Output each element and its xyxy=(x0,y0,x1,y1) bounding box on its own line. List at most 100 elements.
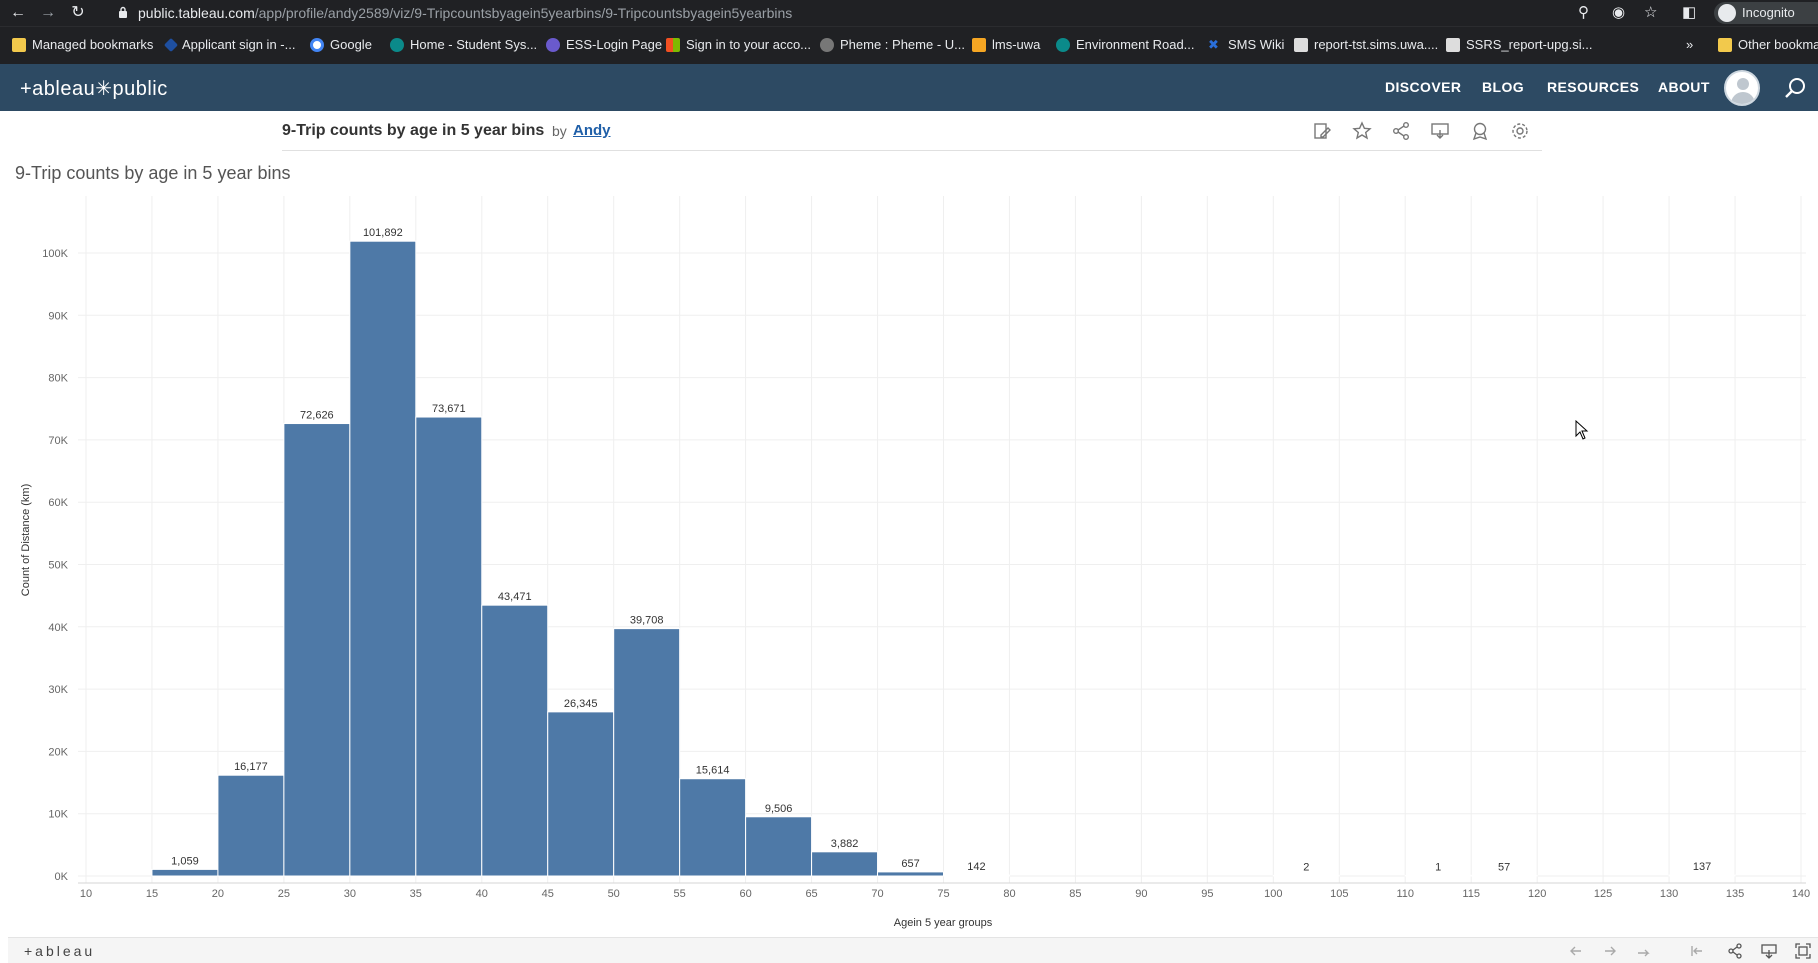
bookmark-student-sys[interactable]: Home - Student Sys... xyxy=(390,37,537,52)
badge-icon[interactable] xyxy=(1470,121,1490,141)
bar[interactable] xyxy=(1404,874,1472,877)
lock-icon[interactable] xyxy=(118,6,128,18)
bar[interactable] xyxy=(481,604,549,877)
bar[interactable] xyxy=(1272,874,1340,877)
x-tick-label: 60 xyxy=(739,888,751,900)
bar[interactable] xyxy=(283,423,351,877)
tableau-bottom-toolbar: +ableau xyxy=(8,937,1818,963)
bar-data-label: 1,059 xyxy=(171,855,199,867)
bar[interactable] xyxy=(877,871,944,877)
bookmark-lms[interactable]: lms-uwa xyxy=(972,37,1040,52)
nav-blog[interactable]: BLOG xyxy=(1482,79,1525,95)
edit-icon[interactable] xyxy=(1312,121,1332,141)
diamond-icon xyxy=(163,37,179,52)
side-panel-icon[interactable]: ◧ xyxy=(1682,4,1697,21)
bookmarks-overflow[interactable]: » xyxy=(1686,37,1694,52)
bookmark-ess[interactable]: ESS-Login Page xyxy=(546,37,662,52)
bookmark-applicant[interactable]: Applicant sign in -... xyxy=(163,37,295,52)
x-tick-label: 90 xyxy=(1135,888,1147,900)
nav-about[interactable]: ABOUT xyxy=(1658,79,1710,95)
viz-by-label: by xyxy=(552,123,567,139)
star-icon[interactable] xyxy=(1352,121,1372,141)
report-icon xyxy=(1294,37,1308,52)
bar[interactable] xyxy=(1668,874,1736,877)
x-tick-label: 35 xyxy=(410,888,422,900)
x-tick-label: 75 xyxy=(937,888,949,900)
download-icon[interactable] xyxy=(1760,942,1778,960)
x-tick-label: 85 xyxy=(1069,888,1081,900)
sheet-title: 9-Trip counts by age in 5 year bins xyxy=(15,163,291,183)
reset-icon[interactable] xyxy=(1688,942,1706,960)
bar-data-label: 9,506 xyxy=(765,803,793,815)
x-tick-label: 55 xyxy=(674,888,686,900)
y-tick-label: 50K xyxy=(48,560,68,572)
y-tick-label: 60K xyxy=(48,497,68,509)
bookmark-star-icon[interactable]: ☆ xyxy=(1644,4,1658,21)
x-tick-label: 70 xyxy=(871,888,883,900)
fullscreen-icon[interactable] xyxy=(1794,942,1812,960)
avatar[interactable] xyxy=(1724,70,1760,106)
x-tick-label: 105 xyxy=(1330,888,1348,900)
bar-data-label: 3,882 xyxy=(831,838,859,850)
zoom-icon[interactable]: ⚲ xyxy=(1578,4,1589,21)
bar-data-label: 73,671 xyxy=(432,403,466,415)
bookmark-signin[interactable]: Sign in to your acco... xyxy=(666,37,811,52)
eye-off-icon[interactable]: ◉ xyxy=(1612,4,1626,21)
bar-data-label: 2 xyxy=(1303,861,1309,873)
google-icon xyxy=(310,37,324,52)
bar[interactable] xyxy=(613,628,681,877)
nav-discover[interactable]: DISCOVER xyxy=(1385,79,1462,95)
folder-icon xyxy=(1718,37,1732,52)
bar[interactable] xyxy=(943,874,1010,877)
bookmark-sms-wiki[interactable]: ✖ SMS Wiki xyxy=(1208,36,1285,52)
bar-series[interactable] xyxy=(151,240,1736,877)
sharepoint-icon xyxy=(390,37,404,52)
share-icon[interactable] xyxy=(1726,942,1744,960)
bar[interactable] xyxy=(679,778,747,877)
nav-resources[interactable]: RESOURCES xyxy=(1547,79,1640,95)
bar[interactable] xyxy=(217,774,285,877)
mouse-cursor-icon xyxy=(1575,420,1589,440)
bar-data-label: 101,892 xyxy=(363,227,403,239)
bar-data-label: 16,177 xyxy=(234,761,268,773)
search-icon[interactable] xyxy=(1783,76,1807,100)
bar-data-label: 657 xyxy=(901,858,919,870)
bar[interactable] xyxy=(349,240,417,877)
bookmark-google[interactable]: Google xyxy=(310,37,372,52)
url-field[interactable]: public.tableau.com/app/profile/andy2589/… xyxy=(138,5,793,21)
bar[interactable] xyxy=(811,851,879,877)
redo-icon[interactable] xyxy=(1601,942,1619,960)
bookmark-environment[interactable]: Environment Road... xyxy=(1056,37,1195,52)
download-icon[interactable] xyxy=(1430,121,1450,141)
bookmark-managed[interactable]: Managed bookmarks xyxy=(12,37,153,52)
bar-data-label: 72,626 xyxy=(300,410,334,422)
y-tick-label: 20K xyxy=(48,746,68,758)
bar[interactable] xyxy=(547,711,615,877)
bar[interactable] xyxy=(415,416,483,877)
bar[interactable] xyxy=(745,816,813,877)
bar[interactable] xyxy=(1470,874,1538,877)
settings-icon[interactable] xyxy=(1510,121,1530,141)
other-bookmarks[interactable]: Other bookma xyxy=(1718,37,1818,52)
bookmark-ssrs[interactable]: SSRS_report-upg.si... xyxy=(1446,37,1592,52)
y-tick-label: 100K xyxy=(42,248,68,260)
back-icon[interactable]: ← xyxy=(10,4,26,21)
viz-author-link[interactable]: Andy xyxy=(573,122,611,139)
bookmark-report-tst[interactable]: report-tst.sims.uwa.... xyxy=(1294,37,1438,52)
share-icon[interactable] xyxy=(1391,121,1411,141)
cross-icon: ✖ xyxy=(1208,36,1219,52)
revert-icon[interactable] xyxy=(1635,942,1653,960)
viz-title: 9-Trip counts by age in 5 year bins xyxy=(282,122,545,139)
reload-icon[interactable]: ↻ xyxy=(71,4,85,21)
x-tick-label: 140 xyxy=(1792,888,1810,900)
incognito-badge[interactable]: Incognito xyxy=(1714,2,1818,24)
bookmark-pheme[interactable]: Pheme : Pheme - U... xyxy=(820,37,965,52)
x-axis: 10 15 20 25 30 35 40 45 50 55 60 65 70 75 80 85 90 95 100 1… xyxy=(78,882,1810,900)
forward-icon[interactable]: → xyxy=(40,4,56,21)
globe-icon xyxy=(820,37,834,52)
tableau-footer-logo[interactable]: +ableau xyxy=(24,943,96,959)
tableau-public-logo[interactable]: +ableau✳public xyxy=(20,78,168,100)
bar[interactable] xyxy=(151,868,219,877)
undo-icon[interactable] xyxy=(1567,942,1585,960)
